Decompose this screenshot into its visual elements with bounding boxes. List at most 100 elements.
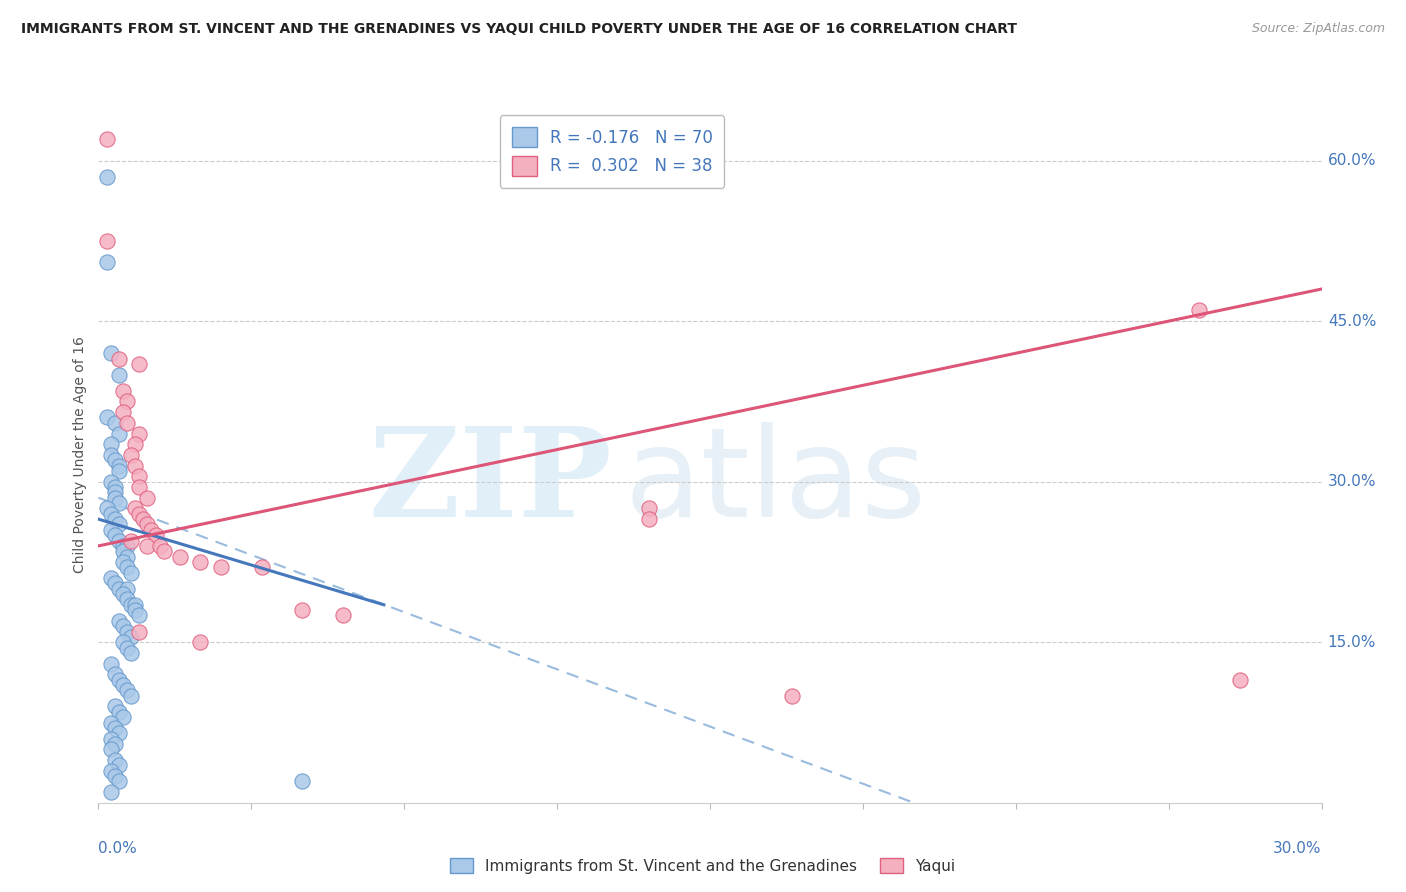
Point — [136, 539, 159, 553]
Point — [637, 501, 661, 516]
Point — [124, 603, 146, 617]
Point — [104, 753, 127, 767]
Point — [128, 624, 150, 639]
Point — [250, 560, 273, 574]
Point — [108, 705, 131, 719]
Point — [111, 619, 134, 633]
Point — [108, 458, 131, 473]
Text: 45.0%: 45.0% — [1327, 314, 1376, 328]
Point — [115, 582, 138, 596]
Point — [96, 234, 118, 248]
Point — [100, 715, 122, 730]
Point — [169, 549, 191, 564]
Point — [152, 544, 174, 558]
Point — [100, 437, 122, 451]
Point — [96, 169, 118, 184]
Point — [188, 635, 212, 649]
Y-axis label: Child Poverty Under the Age of 16: Child Poverty Under the Age of 16 — [73, 336, 87, 574]
Point — [124, 598, 146, 612]
Point — [104, 769, 127, 783]
Point — [124, 437, 146, 451]
Point — [120, 689, 142, 703]
Point — [104, 737, 127, 751]
Point — [115, 640, 138, 655]
Point — [104, 480, 127, 494]
Point — [120, 598, 142, 612]
Point — [108, 582, 131, 596]
Point — [115, 539, 138, 553]
Point — [120, 630, 142, 644]
Point — [108, 726, 131, 740]
Point — [111, 587, 134, 601]
Point — [104, 699, 127, 714]
Point — [108, 368, 131, 382]
Point — [136, 491, 159, 505]
Point — [124, 501, 146, 516]
Text: 15.0%: 15.0% — [1327, 635, 1376, 649]
Point — [111, 710, 134, 724]
Point — [100, 571, 122, 585]
Point — [96, 255, 118, 269]
Point — [108, 758, 131, 772]
Point — [111, 555, 134, 569]
Point — [104, 576, 127, 591]
Point — [115, 624, 138, 639]
Point — [128, 507, 150, 521]
Point — [100, 785, 122, 799]
Point — [100, 731, 122, 746]
Point — [128, 426, 150, 441]
Point — [104, 512, 127, 526]
Text: IMMIGRANTS FROM ST. VINCENT AND THE GRENADINES VS YAQUI CHILD POVERTY UNDER THE : IMMIGRANTS FROM ST. VINCENT AND THE GREN… — [21, 22, 1017, 37]
Point — [111, 405, 134, 419]
Point — [104, 491, 127, 505]
Point — [100, 507, 122, 521]
Point — [115, 394, 138, 409]
Point — [100, 742, 122, 756]
Point — [108, 426, 131, 441]
Point — [104, 416, 127, 430]
Point — [111, 678, 134, 692]
Point — [1229, 673, 1251, 687]
Point — [108, 351, 131, 366]
Point — [96, 501, 118, 516]
Point — [111, 544, 134, 558]
Point — [100, 475, 122, 489]
Text: ZIP: ZIP — [368, 422, 612, 543]
Point — [188, 555, 212, 569]
Point — [120, 646, 142, 660]
Point — [111, 539, 134, 553]
Point — [128, 357, 150, 371]
Point — [104, 528, 127, 542]
Point — [96, 132, 118, 146]
Point — [115, 560, 138, 574]
Point — [209, 560, 232, 574]
Point — [108, 517, 131, 532]
Point — [108, 774, 131, 789]
Point — [780, 689, 803, 703]
Point — [637, 512, 661, 526]
Point — [120, 566, 142, 580]
Point — [141, 523, 163, 537]
Text: 30.0%: 30.0% — [1327, 475, 1376, 489]
Point — [100, 448, 122, 462]
Point — [104, 453, 127, 467]
Text: 60.0%: 60.0% — [1327, 153, 1376, 168]
Point — [124, 458, 146, 473]
Text: Source: ZipAtlas.com: Source: ZipAtlas.com — [1251, 22, 1385, 36]
Point — [104, 667, 127, 681]
Legend: Immigrants from St. Vincent and the Grenadines, Yaqui: Immigrants from St. Vincent and the Gren… — [444, 852, 962, 880]
Point — [108, 673, 131, 687]
Point — [332, 608, 354, 623]
Point — [108, 614, 131, 628]
Text: 0.0%: 0.0% — [98, 841, 138, 856]
Point — [132, 512, 155, 526]
Point — [100, 346, 122, 360]
Point — [115, 416, 138, 430]
Point — [149, 539, 172, 553]
Point — [111, 384, 134, 398]
Point — [96, 410, 118, 425]
Point — [120, 448, 142, 462]
Point — [145, 528, 167, 542]
Point — [108, 533, 131, 548]
Point — [128, 480, 150, 494]
